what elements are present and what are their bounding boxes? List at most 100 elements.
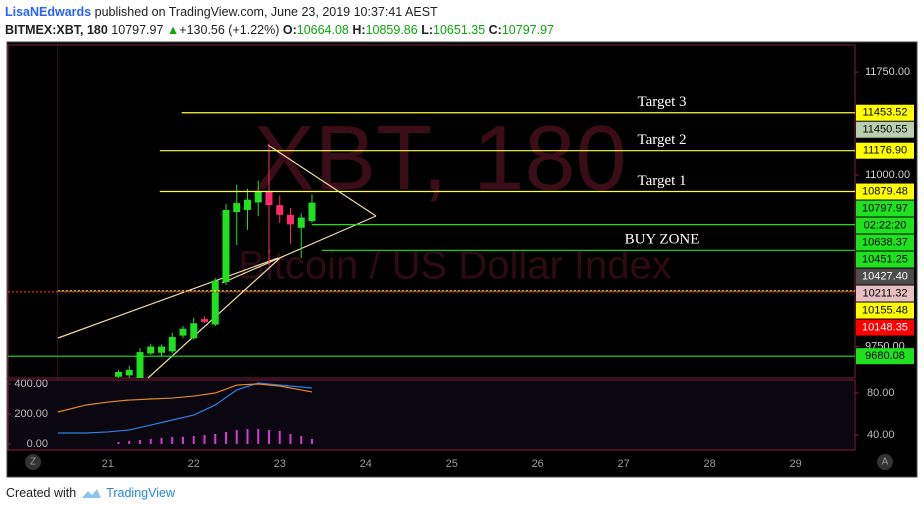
candle-body [265,191,273,206]
triangle-line [267,144,377,217]
price-tag [856,104,914,121]
histogram-bar [300,436,303,445]
header-line: BITMEX:XBT, 180 10797.97 ▲+130.56 (+1.22… [5,21,554,39]
histogram-bar [257,429,260,445]
low-label: L: [421,23,434,37]
candle-body [222,209,230,283]
level-note: BUY ZONE [625,232,700,248]
x-tick-label: 27 [618,458,630,470]
high: 10859.86 [365,23,418,37]
open-label: O: [282,23,297,37]
price-tag-label: 9680.08 [865,350,905,362]
candle-body [297,217,305,228]
candle-body [254,191,262,203]
x-tick-label: 24 [360,458,372,470]
candle-body [233,203,241,213]
indicator-line [57,383,313,413]
time-axis [8,452,855,476]
y-tick-label: 200.00 [14,408,48,420]
histogram-bar [310,439,313,445]
price-tag [856,142,914,159]
candle-body [243,199,251,210]
x-tick-label: 22 [188,458,200,470]
level-note: Target 1 [637,173,686,189]
histogram-bar [203,435,206,445]
price-tag [856,302,914,319]
histogram-bar [160,438,163,445]
price-tag [856,251,914,268]
zoom-button[interactable] [25,454,41,470]
candle-body [168,336,176,352]
price-tag-label: 11450.55 [862,124,907,136]
histogram-bar [138,439,141,445]
triangle-line [221,215,377,284]
y2-tick-label: 40.00 [867,429,895,441]
candle-body [115,371,122,377]
histogram-bar [267,430,270,445]
countdown-tag [856,217,914,234]
price-tag [856,268,914,285]
histogram-bar [235,430,238,445]
histogram-bar [192,436,195,445]
main-panel [7,44,856,379]
x-tick-label: 26 [532,458,544,470]
divider [57,45,58,378]
watermark: XBT, 180 [253,107,626,209]
candle-body [190,323,198,339]
price-tag-label: 11176.90 [863,145,907,157]
candle-body [125,369,133,376]
price-tag-label: 10211.32 [862,287,907,299]
level-note: Target 2 [637,132,686,148]
author[interactable]: LisaNEdwards [5,5,92,19]
x-tick-label: 21 [102,458,114,470]
candle-body [179,328,187,336]
histogram-bar [117,442,120,445]
price-tag [856,319,914,336]
brand[interactable]: TradingView [106,486,175,500]
footer: Created with TradingView [6,486,175,500]
header: LisaNEdwards published on TradingView.co… [5,3,554,39]
candle-body [308,202,316,222]
histogram-bar [214,433,217,445]
y2-tick-label: 80.00 [867,387,895,399]
candle-body [276,205,284,215]
close-label: C: [488,23,502,37]
trendline [57,257,279,339]
candle-body [211,280,219,325]
last-price: 10797.97 [111,23,164,37]
indicator-panel [7,379,856,451]
published: published on TradingView.com, June 23, 2… [94,5,438,19]
x-tick-label: 28 [704,458,716,470]
histogram-bar [246,429,249,445]
price-tag-label: 10638.37 [862,236,908,248]
header-line: LisaNEdwards published on TradingView.co… [5,3,554,21]
logo [82,489,102,498]
created-with: Created with [6,486,77,500]
indicator-line [57,382,313,434]
histogram-bar [224,432,227,445]
candle-body [136,352,144,378]
price-tag [856,234,914,251]
y-tick-label: 11750.00 [865,66,910,78]
zoom-icon[interactable]: Z [30,457,36,468]
open: 10664.08 [296,23,349,37]
histogram-bar [171,436,174,445]
change: +130.56 (+1.22%) [179,23,280,37]
price-tag [856,121,914,138]
level-note: Target 3 [637,94,686,110]
auto-scale-button[interactable] [877,454,893,470]
candle-body [157,346,165,353]
auto-icon[interactable]: A [882,457,889,468]
y-tick-label: 0.00 [27,438,48,450]
countdown: 02:22:20 [864,219,907,231]
symbol: BITMEX:XBT, 180 [5,23,108,37]
histogram-bar [181,436,184,445]
high-label: H: [352,23,366,37]
price-tag-label: 10148.35 [862,321,908,333]
price-tag-label: 10155.48 [862,304,908,316]
up-arrow: ▲ [166,23,180,37]
candle-body [200,319,208,322]
y-tick-label: 400.00 [14,378,48,390]
